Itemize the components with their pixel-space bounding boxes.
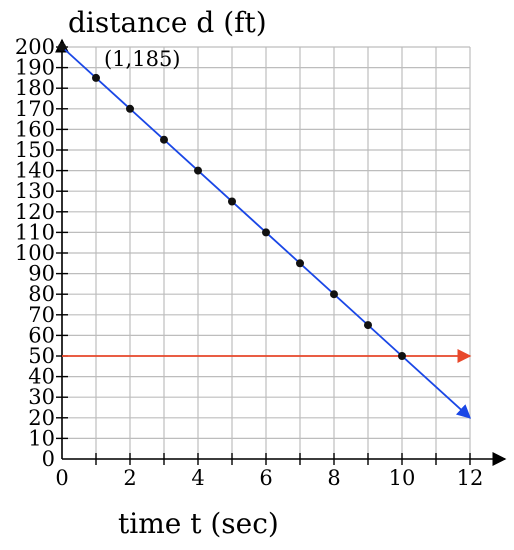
y-tick-label-40: 40 (28, 365, 55, 389)
data-points (58, 43, 406, 360)
data-point-8 (330, 290, 338, 299)
y-tick-label-190: 190 (15, 56, 55, 80)
data-point-3 (160, 135, 168, 144)
axes (55, 38, 507, 466)
data-point-5 (228, 197, 236, 206)
data-point-0 (58, 43, 66, 51)
y-tick-label-180: 180 (15, 76, 55, 100)
x-tick-label-6: 6 (259, 466, 272, 490)
data-point-10 (398, 352, 406, 360)
data-point-7 (296, 259, 304, 268)
y-tick-label-140: 140 (15, 159, 55, 183)
x-tick-label-12: 12 (457, 466, 484, 490)
data-point-9 (364, 321, 372, 330)
y-tick-label-150: 150 (15, 138, 55, 162)
x-tick-label-0: 0 (55, 466, 68, 490)
y-tick-label-80: 80 (28, 282, 55, 306)
annotation-0: (1,185) (104, 47, 181, 71)
y-tick-label-200: 200 (15, 35, 55, 59)
tick-labels: 0 2 4 6 8 10 120102030405060708090100110120130… (15, 35, 483, 490)
x-tick-label-10: 10 (389, 466, 416, 490)
x-tick-label-2: 2 (123, 466, 136, 490)
y-tick-label-30: 30 (28, 385, 55, 409)
y-axis-title: distance d (ft) (68, 6, 267, 39)
x-axis-title: time t (sec) (118, 507, 279, 540)
x-tick-label-8: 8 (327, 466, 340, 490)
y-tick-label-160: 160 (15, 117, 55, 141)
ticks (56, 46, 471, 465)
x-tick-label-4: 4 (191, 466, 204, 490)
y-tick-label-20: 20 (28, 406, 55, 430)
data-point-1 (92, 73, 100, 82)
y-tick-label-90: 90 (28, 262, 55, 286)
y-tick-label-100: 100 (15, 241, 55, 265)
data-point-6 (262, 228, 270, 237)
y-tick-label-0: 0 (42, 447, 55, 471)
y-tick-label-10: 10 (28, 426, 55, 450)
y-tick-label-130: 130 (15, 179, 55, 203)
y-tick-label-70: 70 (28, 303, 55, 327)
grid (61, 46, 471, 460)
data-point-4 (194, 166, 202, 175)
y-tick-label-50: 50 (28, 344, 55, 368)
y-tick-label-170: 170 (15, 97, 55, 121)
data-point-2 (126, 104, 134, 113)
y-tick-label-110: 110 (15, 220, 55, 244)
y-tick-label-60: 60 (28, 323, 55, 347)
annotations: (1,185) (104, 47, 181, 71)
y-tick-label-120: 120 (15, 200, 55, 224)
